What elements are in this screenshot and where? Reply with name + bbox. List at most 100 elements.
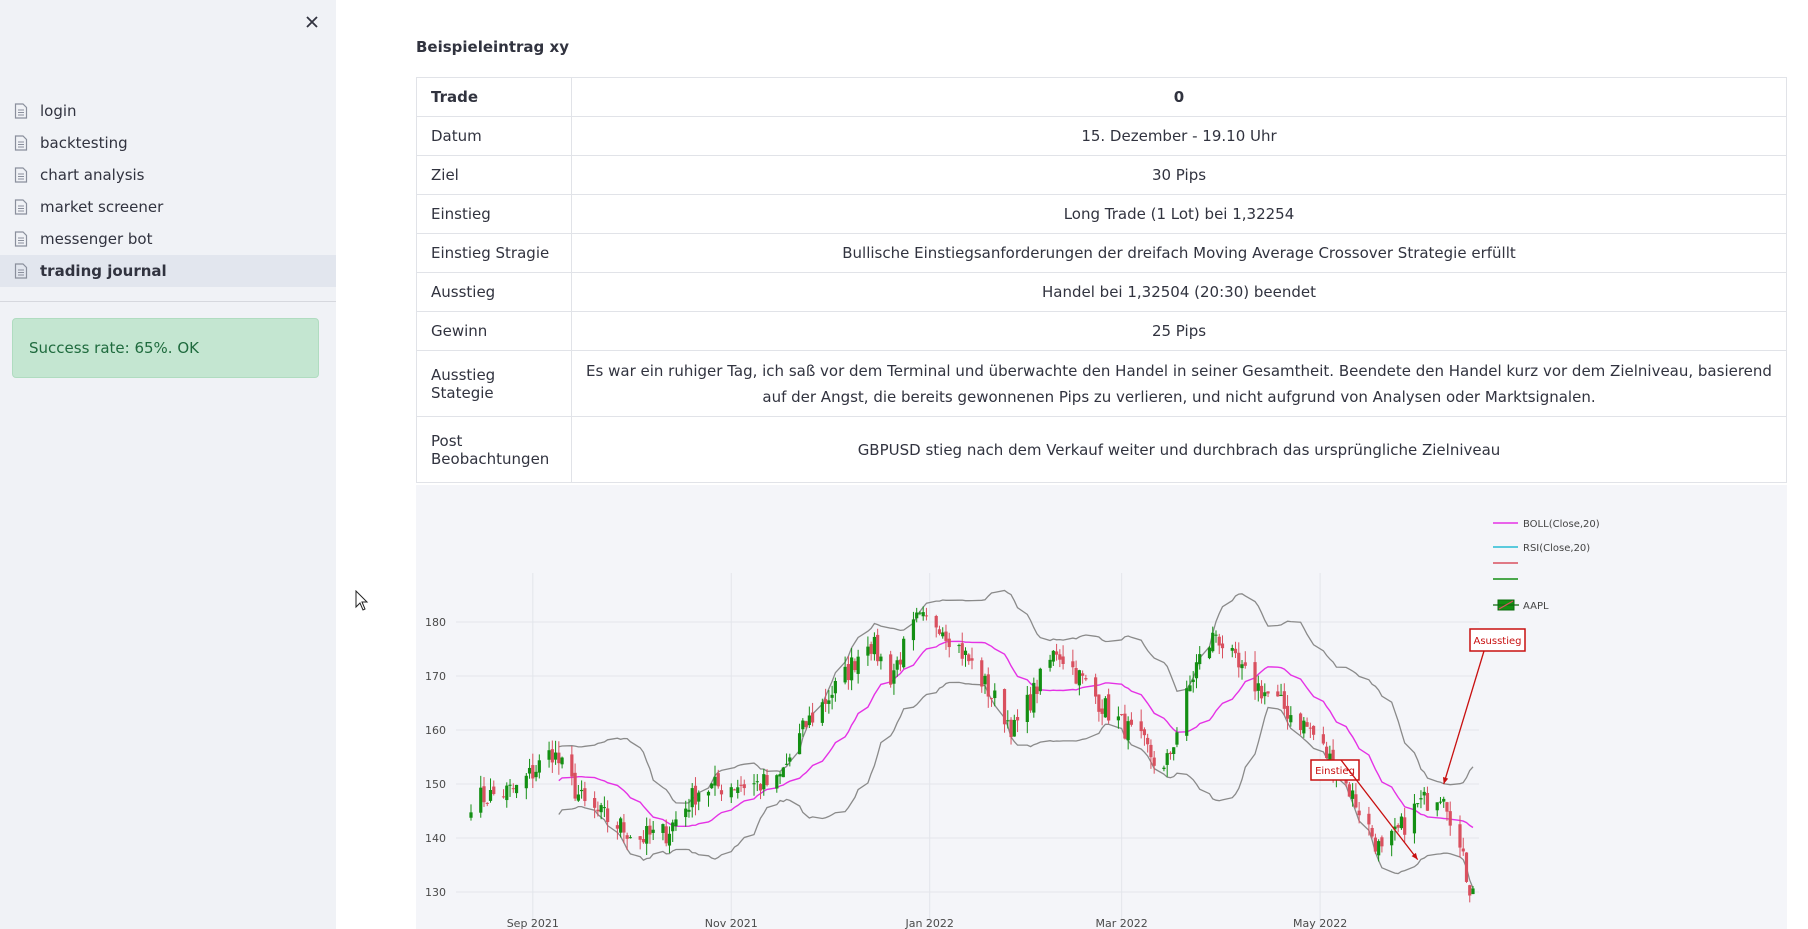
y-tick-label: 140: [425, 832, 446, 845]
sidebar-item-trading-journal[interactable]: trading journal: [0, 255, 336, 287]
candle-body: [1471, 888, 1475, 895]
candle-body: [553, 752, 558, 760]
candle-body: [479, 787, 483, 813]
sidebar-item-messenger-bot[interactable]: messenger bot: [0, 223, 336, 255]
candle-body: [501, 796, 506, 798]
candle-body: [781, 767, 785, 778]
legend-label: BOLL(Close,20): [1523, 519, 1600, 530]
table-row: Post Beobachtungen GBPUSD stieg nach dem …: [416, 416, 1787, 483]
candle-body: [719, 790, 724, 795]
candle-body: [1054, 651, 1059, 655]
candle-body: [1285, 705, 1290, 719]
table-row: Einstieg Long Trade (1 Lot) bei 1,32254: [416, 194, 1787, 234]
candle-body: [1071, 661, 1075, 668]
candle-body: [1175, 732, 1179, 745]
candle-body: [989, 698, 994, 700]
candle-body: [820, 702, 824, 723]
document-icon: [14, 167, 28, 183]
candle-body: [615, 825, 619, 829]
candle-body: [1185, 688, 1189, 736]
candle-body: [537, 760, 541, 773]
candle-body: [1139, 721, 1143, 732]
candle-body: [1211, 632, 1215, 652]
candle-body: [508, 784, 512, 786]
table-row-value: Handel bei 1,32504 (20:30) beendet: [571, 272, 1787, 312]
table-row: Ausstieg Handel bei 1,32504 (20:30) beend…: [416, 272, 1787, 312]
candle-body: [641, 838, 646, 843]
x-tick-label: Jan 2022: [904, 917, 953, 929]
candle-body: [1442, 798, 1446, 802]
candle-body: [915, 612, 919, 619]
sidebar-item-label: login: [40, 102, 77, 120]
candle-body: [648, 825, 652, 835]
candle-body: [941, 632, 945, 637]
y-tick-label: 150: [425, 778, 446, 791]
candle-body: [807, 715, 811, 726]
candle-body: [1425, 793, 1430, 811]
candle-body: [1081, 673, 1085, 676]
candle-body: [1146, 737, 1150, 745]
candle-body: [1357, 810, 1361, 816]
sidebar-item-label: market screener: [40, 198, 164, 216]
candle-body: [1464, 852, 1469, 882]
candle-body: [687, 809, 691, 812]
annotation-label-asusstieg: Asusstieg: [1473, 636, 1521, 647]
candle-body: [934, 615, 938, 628]
candle-body: [810, 712, 815, 723]
candle-body: [1256, 683, 1260, 691]
candle-body: [1107, 694, 1111, 721]
bollinger-moving-average: [558, 640, 1474, 829]
trade-table: Trade 0 Datum 15. Dezember - 19.10 Uhr Zie…: [416, 77, 1787, 483]
candle-body: [651, 829, 655, 833]
candle-body: [1188, 685, 1192, 692]
sidebar-item-label: chart analysis: [40, 166, 145, 184]
candle-body: [944, 631, 948, 641]
table-row-value: 30 Pips: [571, 155, 1787, 195]
candle-body: [1380, 837, 1384, 847]
sidebar-item-market-screener[interactable]: market screener: [0, 191, 336, 223]
candle-body: [778, 774, 782, 777]
candle-body: [1266, 691, 1270, 694]
table-row-key: Einstieg Stragie: [416, 233, 572, 273]
candle-body: [1116, 716, 1120, 721]
candle-body: [1445, 802, 1449, 812]
candle-body: [804, 721, 808, 728]
candle-body: [1217, 636, 1221, 646]
candle-body: [918, 612, 922, 614]
close-sidebar-button[interactable]: [298, 8, 326, 36]
candle-body: [957, 645, 961, 647]
candle-body: [1191, 679, 1195, 683]
sidebar-item-backtesting[interactable]: backtesting: [0, 127, 336, 159]
candle-body: [645, 826, 649, 844]
candle-body: [856, 656, 860, 674]
candle-body: [1168, 752, 1173, 755]
x-tick-label: Nov 2021: [705, 917, 758, 929]
main-content: Beispieleintrag xy Trade 0 Datum 15. Deze…: [336, 0, 1808, 929]
table-row-key: Einstieg: [416, 194, 572, 234]
document-icon: [14, 135, 28, 151]
candle-body: [716, 773, 720, 787]
table-row-value: Es war ein ruhiger Tag, ich saß vor dem …: [571, 350, 1787, 417]
candle-body: [1468, 885, 1472, 896]
candle-body: [1351, 790, 1355, 799]
sidebar-item-login[interactable]: login: [0, 95, 336, 127]
candle-body: [1142, 729, 1147, 736]
candle-body: [963, 650, 968, 655]
table-row-value: GBPUSD stieg nach dem Verkauf weiter und…: [571, 416, 1787, 483]
candle-body: [801, 720, 805, 730]
sidebar-item-label: messenger bot: [40, 230, 153, 248]
sidebar-item-chart-analysis[interactable]: chart analysis: [0, 159, 336, 191]
candle-body: [1403, 817, 1407, 835]
candle-body: [674, 819, 678, 827]
candle-body: [1325, 746, 1329, 759]
candle-body: [1120, 714, 1124, 716]
table-row: Ausstieg Stategie Es war ein ruhiger Tag,…: [416, 350, 1787, 417]
candle-body: [713, 776, 717, 786]
candle-body: [1377, 841, 1381, 856]
candle-body: [1028, 694, 1033, 711]
candle-body: [1276, 691, 1280, 697]
candle-body: [527, 767, 532, 774]
candle-body: [866, 646, 870, 656]
candle-body: [1194, 662, 1199, 679]
y-tick-label: 160: [425, 724, 446, 737]
